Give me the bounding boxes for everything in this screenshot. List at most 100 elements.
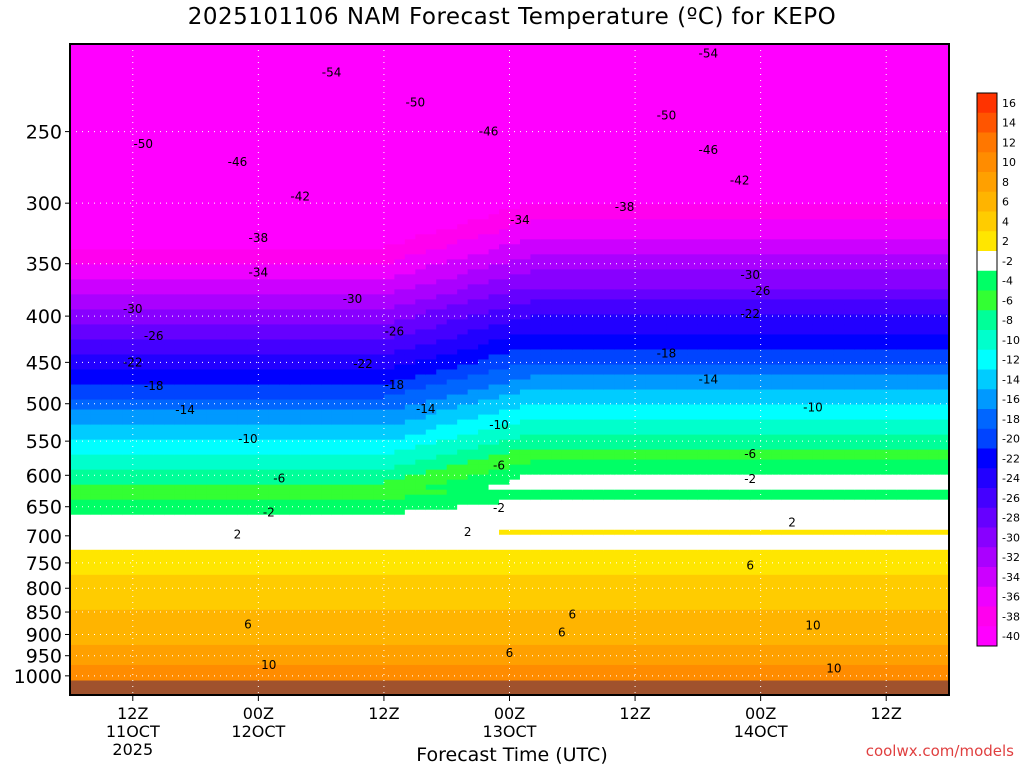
field-cell	[321, 464, 333, 471]
field-cell	[363, 374, 375, 381]
field-cell	[90, 669, 102, 676]
field-cell	[436, 449, 448, 456]
field-cell	[279, 279, 291, 285]
field-cell	[80, 534, 92, 541]
field-cell	[90, 659, 102, 666]
field-cell	[394, 674, 406, 681]
field-cell	[342, 404, 354, 411]
field-cell	[164, 604, 176, 611]
field-cell	[404, 594, 416, 601]
field-cell	[90, 239, 102, 245]
field-cell	[268, 404, 280, 411]
field-cell	[111, 279, 123, 285]
field-cell	[206, 49, 218, 55]
field-cell	[174, 104, 186, 110]
field-cell	[247, 464, 259, 471]
field-cell	[237, 314, 249, 321]
field-cell	[446, 174, 458, 180]
field-cell	[247, 434, 259, 441]
field-cell	[321, 94, 333, 100]
field-cell	[185, 599, 197, 606]
field-cell	[206, 254, 218, 260]
field-cell	[174, 129, 186, 135]
field-cell	[111, 54, 123, 60]
field-cell	[258, 479, 270, 486]
field-cell	[90, 354, 102, 361]
field-cell	[143, 44, 155, 50]
field-cell	[226, 204, 239, 210]
field-cell	[436, 524, 448, 531]
field-cell	[457, 499, 469, 506]
field-cell	[143, 469, 155, 476]
field-cell	[80, 184, 92, 190]
field-cell	[237, 559, 249, 566]
field-cell	[90, 64, 102, 70]
field-cell	[216, 599, 228, 606]
field-cell	[436, 629, 448, 636]
field-cell	[415, 434, 427, 441]
field-cell	[436, 179, 448, 185]
field-cell	[70, 69, 82, 75]
field-cell	[258, 439, 270, 446]
field-cell	[415, 614, 427, 621]
field-cell	[404, 404, 416, 411]
field-cell	[446, 219, 458, 225]
field-cell	[237, 369, 249, 376]
field-cell	[185, 439, 197, 446]
field-cell	[80, 279, 92, 285]
field-cell	[164, 69, 176, 75]
field-cell	[415, 419, 427, 426]
field-cell	[70, 289, 82, 295]
field-cell	[310, 539, 322, 546]
field-cell	[90, 639, 102, 646]
field-cell	[279, 239, 291, 245]
field-cell	[279, 249, 291, 255]
field-cell	[226, 339, 239, 346]
field-cell	[321, 539, 333, 546]
field-cell	[143, 649, 155, 656]
field-cell	[446, 389, 458, 396]
field-cell	[383, 319, 395, 326]
field-cell	[300, 469, 312, 476]
field-cell	[153, 319, 165, 326]
field-cell	[132, 164, 144, 170]
field-cell	[331, 294, 343, 300]
field-cell	[226, 604, 239, 611]
field-cell	[352, 54, 364, 60]
field-cell	[268, 509, 280, 516]
field-cell	[143, 179, 155, 185]
field-cell	[258, 494, 270, 501]
field-cell	[300, 109, 312, 115]
field-cell	[90, 189, 102, 195]
field-cell	[457, 104, 469, 110]
field-cell	[132, 314, 144, 321]
field-cell	[310, 499, 322, 506]
field-cell	[80, 584, 92, 591]
field-cell	[457, 204, 469, 210]
field-cell	[363, 149, 375, 155]
field-cell	[457, 219, 469, 225]
field-cell	[446, 619, 458, 626]
field-cell	[164, 169, 176, 175]
field-cell	[394, 359, 406, 366]
field-cell	[321, 59, 333, 65]
field-cell	[467, 59, 479, 65]
field-cell	[132, 584, 144, 591]
field-cell	[80, 129, 92, 135]
field-cell	[383, 584, 395, 591]
field-cell	[247, 44, 259, 50]
field-cell	[425, 479, 437, 486]
field-cell	[467, 204, 479, 210]
field-cell	[394, 119, 406, 125]
field-cell	[436, 149, 448, 155]
field-cell	[457, 394, 469, 401]
field-cell	[425, 549, 437, 556]
field-cell	[352, 89, 364, 95]
field-cell	[164, 594, 176, 601]
field-cell	[258, 629, 270, 636]
field-cell	[383, 344, 395, 351]
field-cell	[363, 89, 375, 95]
field-cell	[132, 274, 144, 280]
field-cell	[206, 579, 218, 586]
field-cell	[237, 554, 249, 561]
